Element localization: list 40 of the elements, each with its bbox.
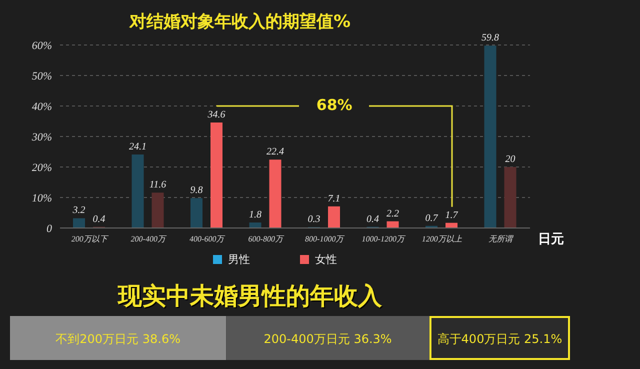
chart-title: 对结婚对象年收入的期望值% bbox=[128, 11, 352, 33]
data-label: 0.7 bbox=[425, 212, 439, 224]
data-label: 0.3 bbox=[308, 214, 320, 226]
y-tick-label: 60% bbox=[32, 40, 52, 52]
y-tick-label: 10% bbox=[32, 192, 52, 204]
y-tick-label: 30% bbox=[30, 131, 52, 144]
y-tick-label: 0 bbox=[46, 222, 52, 235]
x-tick-label: 1200万以上 bbox=[422, 234, 462, 244]
data-label: 22.4 bbox=[266, 146, 284, 158]
data-label: 200-400万日元 36.3% bbox=[264, 332, 392, 346]
data-label: 1.8 bbox=[249, 210, 262, 221]
data-label: 3.2 bbox=[72, 205, 86, 216]
x-axis-title: 日元 bbox=[538, 231, 564, 248]
data-label: 24.1 bbox=[129, 141, 146, 152]
legend-label: 女性 bbox=[314, 252, 337, 267]
data-label: 9.8 bbox=[190, 185, 203, 196]
y-tick-label: 20% bbox=[32, 162, 52, 174]
x-tick-label: 1000-1200万 bbox=[362, 234, 406, 244]
data-label: 2.2 bbox=[386, 208, 399, 220]
x-tick-label: 400-600万 bbox=[190, 234, 226, 244]
x-tick-label: 200万以下 bbox=[71, 234, 110, 244]
y-tick-label: 40% bbox=[32, 100, 52, 113]
data-label: 不到200万日元 38.6% bbox=[56, 332, 180, 346]
data-label: 20 bbox=[505, 154, 516, 165]
data-label: 0.4 bbox=[366, 214, 379, 225]
data-label: 11.6 bbox=[149, 180, 166, 191]
data-label: 59.8 bbox=[482, 32, 499, 44]
y-tick-label: 50% bbox=[32, 70, 52, 82]
x-tick-label: 800-1000万 bbox=[305, 234, 346, 244]
data-label: 1.7 bbox=[445, 210, 459, 221]
data-label: 高于400万日元 25.1% bbox=[437, 332, 562, 346]
data-label: 0.4 bbox=[92, 214, 106, 225]
text: 男性 bbox=[227, 252, 250, 267]
chart-title: 现实中未婚男性的年收入 bbox=[116, 281, 383, 312]
data-label: 7.1 bbox=[328, 193, 340, 204]
x-tick-label: 600-800万 bbox=[248, 234, 285, 244]
x-tick-label: 200-400万 bbox=[130, 234, 168, 244]
data-label: 34.6 bbox=[206, 109, 226, 120]
annotation: 68% bbox=[299, 96, 370, 114]
x-tick-label: 无所谓 bbox=[488, 234, 515, 244]
